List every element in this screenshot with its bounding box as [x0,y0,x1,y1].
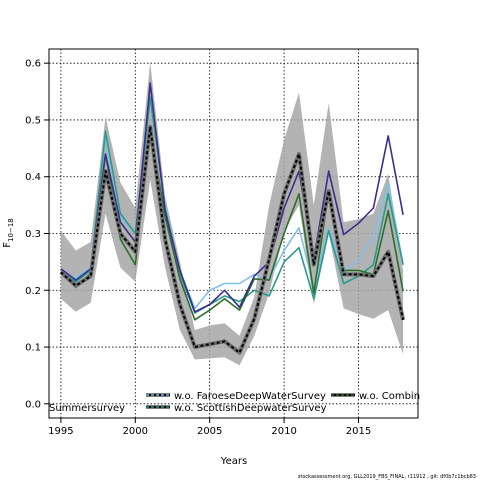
x-tick-label-2000: 2000 [123,426,148,437]
legend: w.o. FaroeseDeepWaterSurvey w.o. Combin Su… [49,391,420,414]
x-axis-label: Years [220,456,247,467]
legend-w-o-combin-label: w.o. Combin [359,391,420,402]
svg-text:F10−18: F10−18 [2,218,15,247]
y-tick-label-0.6: 0.6 [25,59,41,70]
y-tick-label-0.3: 0.3 [25,229,41,240]
x-tick-label-2005: 2005 [197,426,222,437]
series-line-w-o-summersurvey [60,82,404,313]
y-axis-label: F10−18 [2,218,15,247]
y-tick-label-0.0: 0.0 [25,399,41,410]
y-tick-label-0.5: 0.5 [25,115,41,126]
y-axis-label-main: F [2,242,13,248]
x-tick-label-2015: 2015 [346,426,371,437]
x-tick-label-2010: 2010 [271,426,296,437]
series-layer [59,82,406,355]
footnote: stockassessment.org, GLL2019_FBS_FINAL, … [298,474,476,480]
y-tick-label-0.2: 0.2 [25,286,41,297]
y-tick-label-0.1: 0.1 [25,343,41,354]
legend-w-o-scottishdeepwatersurvey-label: w.o. ScottishDeepwaterSurvey [174,403,327,414]
legend-summersurvey-label: Summersurvey [49,403,125,414]
x-tick-label-1995: 1995 [48,426,73,437]
series-line-baseline [60,125,405,354]
legend-w-o-faroesedeepwatersurvey-label: w.o. FaroeseDeepWaterSurvey [174,391,326,402]
y-axis-label-subscript: 10−18 [7,218,15,242]
x-axis-ticks: 1995 2000 2005 2010 2015 [48,418,371,437]
y-axis-ticks: 0.0 0.1 0.2 0.3 0.4 0.5 0.6 [25,59,49,410]
y-tick-label-0.4: 0.4 [25,172,41,183]
